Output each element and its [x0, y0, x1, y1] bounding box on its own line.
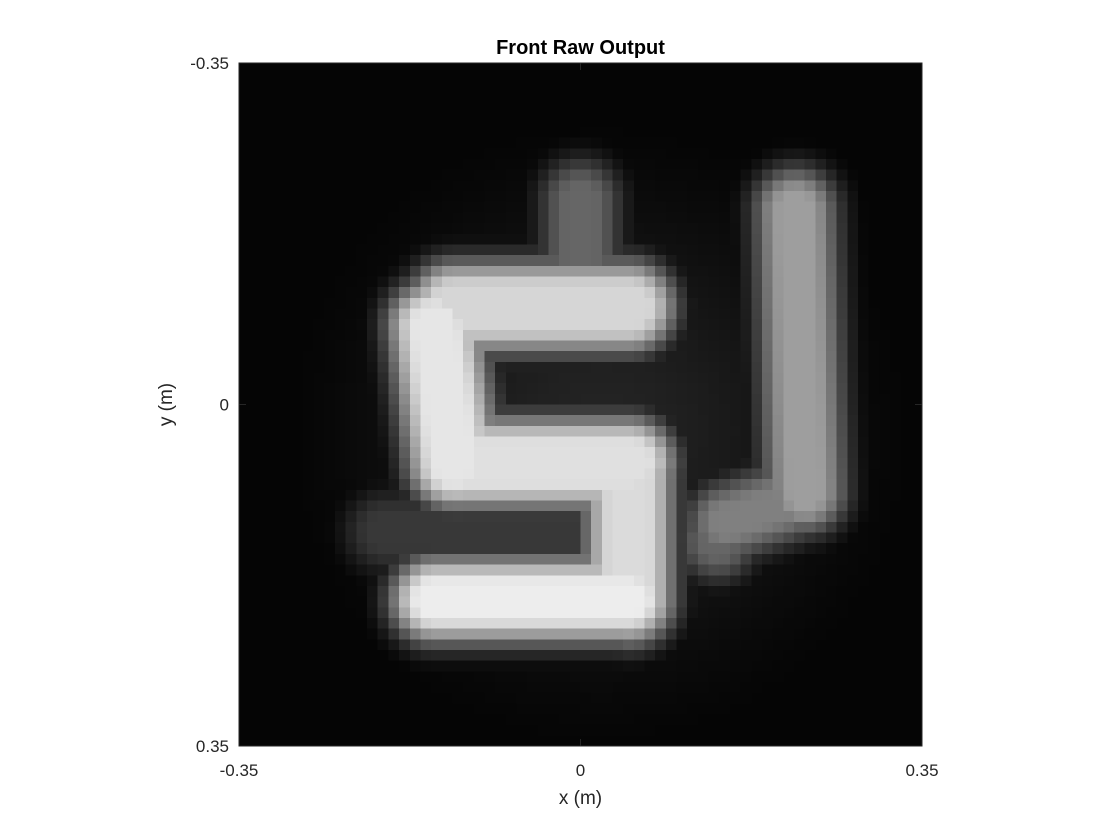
x-tick-label: 0	[576, 761, 585, 780]
x-axis-label: x (m)	[559, 788, 602, 809]
y-tick-label: 0	[220, 396, 229, 415]
chart-title: Front Raw Output	[496, 37, 665, 59]
y-tick-label: -0.35	[190, 54, 229, 73]
heatmap-image-container	[239, 63, 922, 746]
y-axis-label: y (m)	[156, 383, 177, 426]
x-tick-label: 0.35	[905, 761, 938, 780]
heatmap-image	[239, 63, 922, 746]
x-tick-label: -0.35	[220, 761, 259, 780]
y-tick-label: 0.35	[196, 737, 229, 756]
ticks-layer: -0.35 0 0.35 -0.35 0 0.35	[190, 54, 938, 780]
